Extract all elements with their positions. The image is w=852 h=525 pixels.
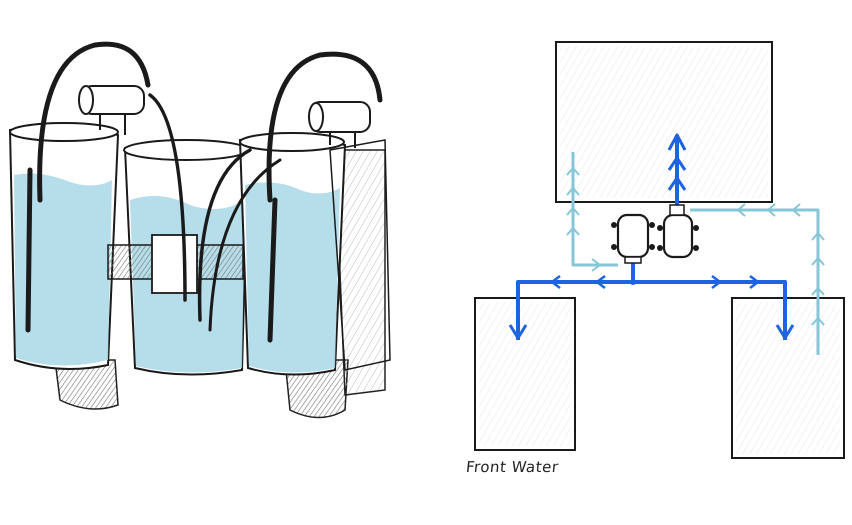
top-pump-right: [308, 101, 371, 148]
diagram-caption: Front Water: [465, 458, 560, 476]
flow-diagram: [474, 41, 845, 459]
tank-assembly-sketch: [8, 41, 391, 419]
top-pump-left: [78, 85, 145, 135]
distribution-line-dark: [508, 133, 795, 340]
rear-block: [329, 139, 391, 371]
pump-icon: [657, 204, 699, 259]
pump-icon: [611, 213, 655, 264]
rear-panel-left: [54, 359, 119, 410]
return-line-light: [566, 152, 825, 355]
left-tank: [8, 122, 120, 370]
right-tank: [238, 132, 347, 376]
hoses: [37, 41, 383, 332]
